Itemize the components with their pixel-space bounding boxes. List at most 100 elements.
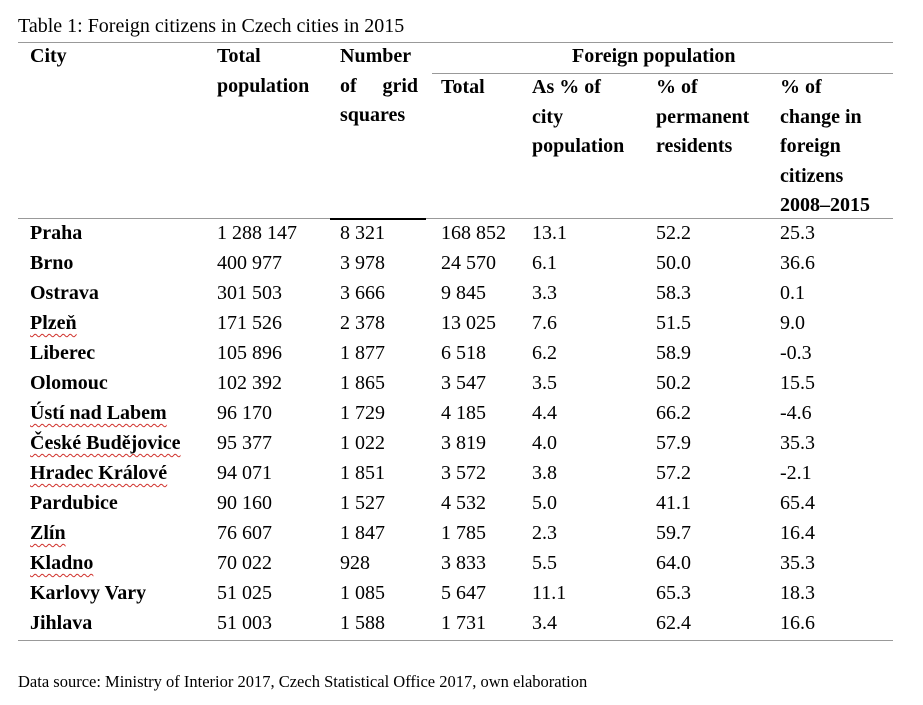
grid-squares-cell: 1 877 [340, 342, 385, 364]
total-population-cell: 171 526 [217, 312, 282, 334]
as-pct-city-cell: 13.1 [532, 222, 567, 244]
data-source-note: Data source: Ministry of Interior 2017, … [18, 672, 588, 691]
pct-permanent-cell: 62.4 [656, 612, 691, 634]
pct-permanent-cell: 41.1 [656, 492, 691, 514]
city-label: Olomouc [30, 372, 108, 394]
city-name: Jihlava [30, 609, 92, 639]
city-name: Liberec [30, 339, 95, 369]
foreign-total-cell: 4 185 [441, 402, 486, 424]
foreign-total-cell: 13 025 [441, 312, 496, 334]
city-name: Ostrava [30, 279, 99, 309]
total-population-cell: 90 160 [217, 492, 272, 514]
city-label: České Budějovice [30, 432, 181, 454]
header-pct-permanent: % of permanent residents [656, 76, 750, 157]
pct-change-cell: -4.6 [780, 402, 812, 424]
as-pct-city-cell: 11.1 [532, 582, 567, 604]
header-total-population: Total population [217, 45, 310, 97]
foreign-total-cell: 3 833 [441, 552, 486, 574]
pct-permanent-cell: 58.3 [656, 282, 691, 304]
pct-change-cell: 0.1 [780, 282, 805, 304]
as-pct-city-cell: 4.0 [532, 432, 557, 454]
as-pct-city-cell: 6.2 [532, 342, 557, 364]
total-population-cell: 95 377 [217, 432, 272, 454]
pct-permanent-cell: 52.2 [656, 222, 691, 244]
total-population-cell: 51 025 [217, 582, 272, 604]
total-population-cell: 301 503 [217, 282, 282, 304]
grid-squares-cell: 1 851 [340, 462, 385, 484]
pct-permanent-cell: 50.0 [656, 252, 691, 274]
pct-permanent-cell: 64.0 [656, 552, 691, 574]
city-name: Brno [30, 249, 73, 279]
grid-squares-cell: 3 978 [340, 252, 385, 274]
header-city: City [30, 45, 67, 67]
pct-permanent-cell: 51.5 [656, 312, 691, 334]
total-population-cell: 76 607 [217, 522, 272, 544]
city-label: Brno [30, 252, 74, 274]
total-population-cell: 51 003 [217, 612, 272, 634]
city-label: Karlovy Vary [30, 582, 147, 604]
pct-permanent-cell: 57.9 [656, 432, 691, 454]
foreign-total-cell: 3 572 [441, 462, 486, 484]
city-label: Ústí nad Labem [30, 402, 167, 424]
foreign-total-cell: 1 785 [441, 522, 486, 544]
as-pct-city-cell: 5.5 [532, 552, 557, 574]
grid-squares-cell: 1 588 [340, 612, 385, 634]
city-name: České Budějovice [30, 429, 181, 459]
as-pct-city-cell: 3.5 [532, 372, 557, 394]
header-as-pct-city: As % of city population [532, 76, 625, 157]
grid-squares-cell: 2 378 [340, 312, 385, 334]
pct-change-cell: 16.6 [780, 612, 815, 634]
header-foreign-population: Foreign population [572, 45, 736, 67]
foreign-total-cell: 4 532 [441, 492, 486, 514]
city-name: Olomouc [30, 369, 108, 399]
header-pct-change: % of change in foreign citizens 2008–201… [780, 76, 870, 216]
total-population-cell: 1 288 147 [217, 222, 297, 244]
city-label: Liberec [30, 342, 96, 364]
city-name: Plzeň [30, 309, 77, 339]
city-name: Praha [30, 219, 82, 249]
city-label: Hradec Králové [30, 462, 168, 484]
grid-squares-cell: 1 865 [340, 372, 385, 394]
city-label: Pardubice [30, 492, 118, 514]
pct-permanent-cell: 65.3 [656, 582, 691, 604]
grid-squares-cell: 1 847 [340, 522, 385, 544]
pct-permanent-cell: 66.2 [656, 402, 691, 424]
city-label: Praha [30, 222, 83, 244]
pct-change-cell: 18.3 [780, 582, 815, 604]
as-pct-city-cell: 2.3 [532, 522, 557, 544]
foreign-total-cell: 5 647 [441, 582, 486, 604]
pct-change-cell: -2.1 [780, 462, 812, 484]
as-pct-city-cell: 3.3 [532, 282, 557, 304]
city-label: Jihlava [30, 612, 93, 634]
foreign-total-cell: 24 570 [441, 252, 496, 274]
city-name: Pardubice [30, 489, 118, 519]
total-population-cell: 96 170 [217, 402, 272, 424]
city-name: Karlovy Vary [30, 579, 146, 609]
pct-change-cell: 35.3 [780, 552, 815, 574]
foreign-total-cell: 3 547 [441, 372, 486, 394]
city-name: Kladno [30, 549, 93, 579]
pct-permanent-cell: 57.2 [656, 462, 691, 484]
grid-squares-cell: 3 666 [340, 282, 385, 304]
total-population-cell: 102 392 [217, 372, 282, 394]
pct-change-cell: -0.3 [780, 342, 812, 364]
total-population-cell: 94 071 [217, 462, 272, 484]
city-label: Zlín [30, 522, 66, 544]
pct-permanent-cell: 58.9 [656, 342, 691, 364]
pct-change-cell: 35.3 [780, 432, 815, 454]
header-grid-squares: Number of grid squares [340, 45, 418, 126]
table-caption: Table 1: Foreign citizens in Czech citie… [18, 15, 405, 37]
grid-squares-cell: 1 527 [340, 492, 385, 514]
city-label: Plzeň [30, 312, 77, 334]
as-pct-city-cell: 3.4 [532, 612, 557, 634]
total-population-cell: 105 896 [217, 342, 282, 364]
foreign-population-rule [432, 73, 893, 74]
pct-permanent-cell: 59.7 [656, 522, 691, 544]
grid-squares-cell: 1 022 [340, 432, 385, 454]
foreign-total-cell: 168 852 [441, 222, 506, 244]
as-pct-city-cell: 4.4 [532, 402, 557, 424]
header-foreign-total: Total [441, 76, 485, 98]
pct-permanent-cell: 50.2 [656, 372, 691, 394]
pct-change-cell: 16.4 [780, 522, 815, 544]
pct-change-cell: 36.6 [780, 252, 815, 274]
